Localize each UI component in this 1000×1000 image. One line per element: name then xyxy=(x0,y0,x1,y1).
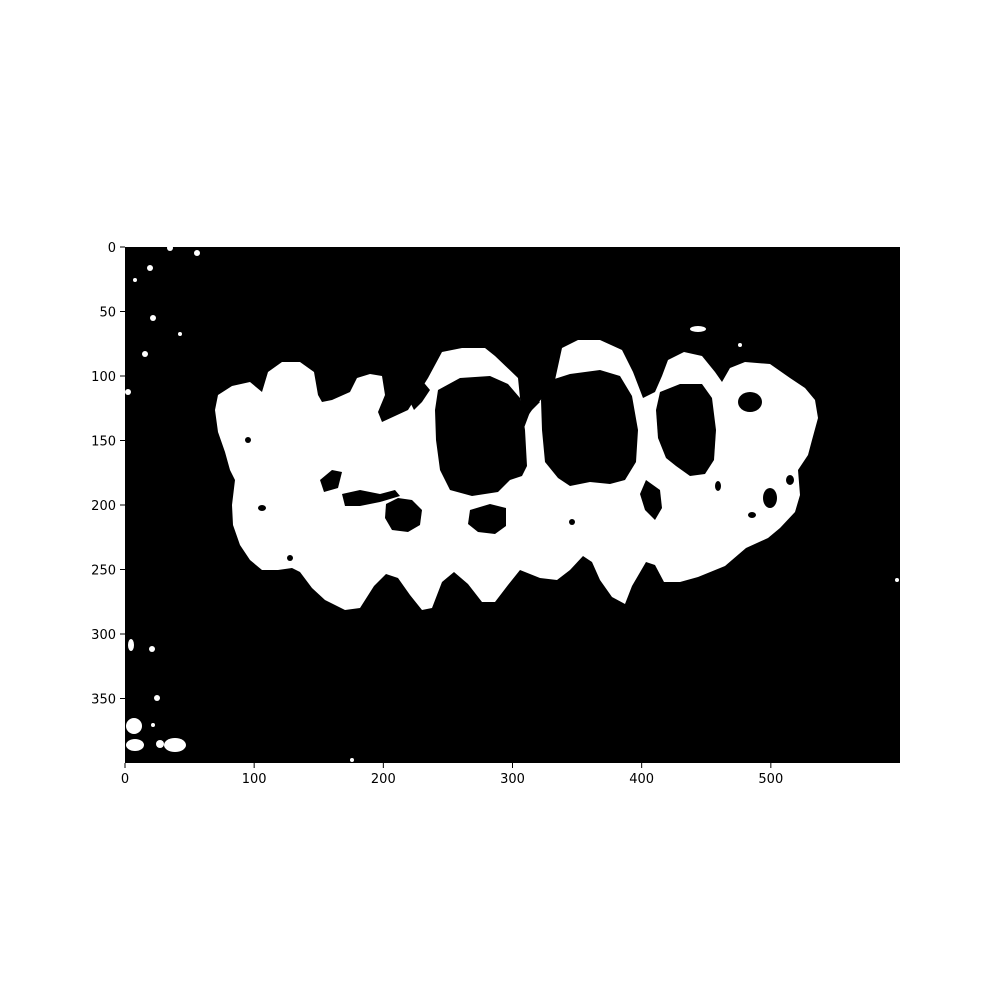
y-tick-label: 0 xyxy=(108,241,116,256)
x-tick-label: 200 xyxy=(371,772,396,787)
y-axis: 0 50 100 150 200 250 300 350 xyxy=(91,241,125,708)
x-tick-label: 400 xyxy=(629,772,654,787)
y-tick-label: 100 xyxy=(91,370,116,385)
x-tick-label: 100 xyxy=(242,772,267,787)
y-tick-label: 250 xyxy=(91,564,116,579)
y-tick-label: 50 xyxy=(99,306,116,321)
x-tick-label: 300 xyxy=(500,772,525,787)
x-axis: 0 100 200 300 400 500 xyxy=(121,763,783,787)
y-tick-label: 350 xyxy=(91,693,116,708)
image-area xyxy=(125,247,900,763)
y-tick-label: 150 xyxy=(91,435,116,450)
y-tick-label: 200 xyxy=(91,499,116,514)
foreground-mask xyxy=(125,247,900,763)
y-tick-label: 300 xyxy=(91,628,116,643)
x-tick-label: 0 xyxy=(121,772,129,787)
x-tick-label: 500 xyxy=(758,772,783,787)
